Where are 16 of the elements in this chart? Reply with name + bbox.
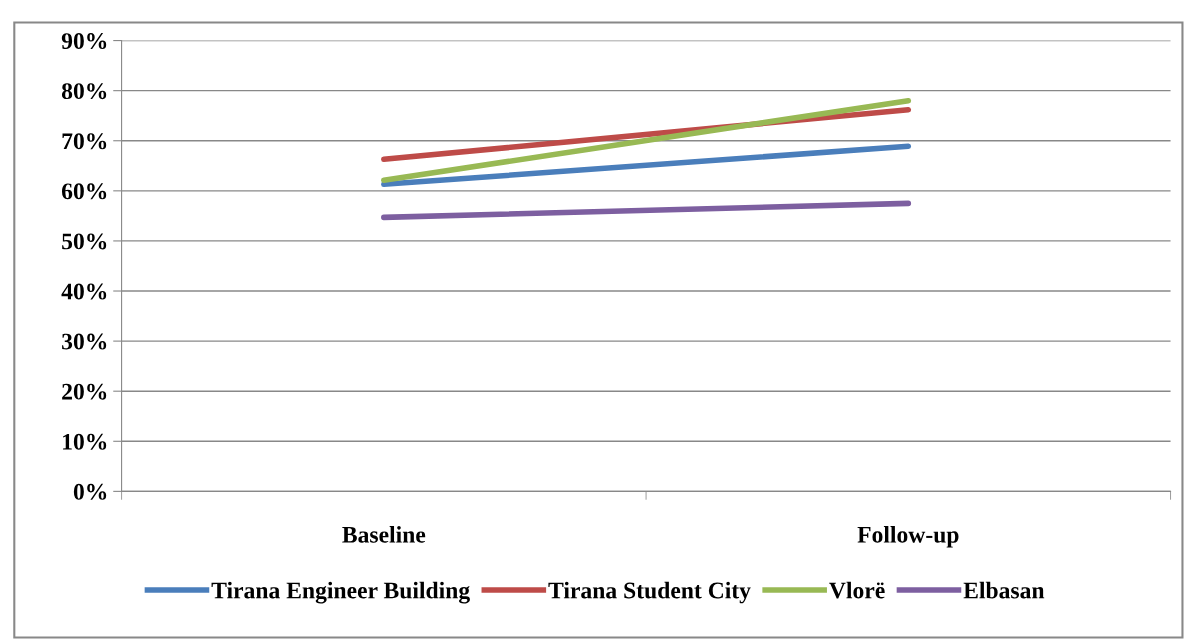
x-tick-label: Follow-up — [857, 526, 959, 548]
y-tick-label: 10% — [63, 433, 107, 450]
y-tick-label: 30% — [62, 333, 107, 350]
y-tick-label: 20% — [62, 383, 107, 400]
x-tick-label: Baseline — [342, 526, 426, 543]
y-tick-label: 60% — [61, 183, 107, 200]
y-tick-label: 50% — [62, 233, 107, 250]
y-tick-label: 70% — [62, 133, 107, 150]
legend-label: Tirana Student City — [548, 581, 751, 604]
y-tick-label: 0% — [73, 483, 107, 500]
legend-label: Elbasan — [963, 581, 1045, 599]
y-tick-label: 80% — [61, 83, 107, 100]
legend-label: Tirana Engineer Building — [211, 581, 470, 604]
y-tick-label: 40% — [61, 283, 107, 300]
y-tick-label: 90% — [61, 33, 107, 50]
legend-label: Vlorë — [829, 581, 885, 599]
